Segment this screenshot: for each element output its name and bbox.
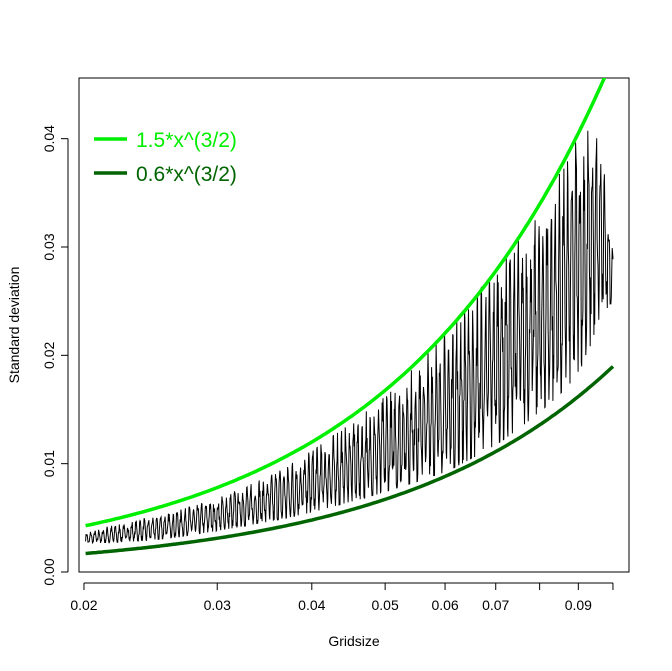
x-tick-label: 0.05 [372, 597, 399, 613]
series-line-lower-curve [85, 365, 615, 556]
x-tick-label: 0.09 [565, 597, 592, 613]
y-tick-label: 0.03 [41, 233, 57, 260]
y-tick-label: 0.01 [41, 450, 57, 477]
y-tick-label: 0.00 [41, 558, 57, 585]
plot-frame [78, 77, 630, 573]
x-tick-label: 0.03 [204, 597, 231, 613]
legend-label: 0.6*x^(3/2) [136, 163, 237, 186]
y-axis-label: Standard deviation [6, 267, 22, 384]
series-layer [85, 78, 615, 556]
x-tick-label: 0.07 [482, 597, 509, 613]
x-tick-label: 0.06 [431, 597, 458, 613]
legend: 1.5*x^(3/2) 0.6*x^(3/2) [94, 129, 237, 186]
series-line-upper-curve [85, 78, 607, 528]
legend-label: 1.5*x^(3/2) [136, 129, 237, 152]
x-axis-label: Gridsize [328, 633, 380, 649]
y-tick-label: 0.04 [41, 125, 57, 152]
series-line-data [85, 130, 614, 544]
x-axis: 0.02 0.03 0.04 0.05 0.06 0.07 0.09 [70, 582, 614, 613]
y-tick-label: 0.02 [41, 341, 57, 368]
y-axis: 0.00 0.01 0.02 0.03 0.04 [41, 125, 69, 586]
x-tick-label: 0.04 [298, 597, 325, 613]
x-tick-label: 0.02 [70, 597, 97, 613]
